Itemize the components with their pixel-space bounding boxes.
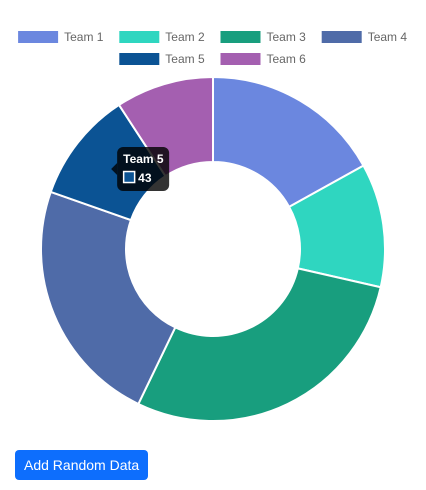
doughnut-chart: Team 1 Team 2 Team 3 Team 4 Team 5 Team 6 Team…	[18, 30, 407, 422]
legend-swatch	[220, 31, 261, 43]
legend-item-team-1[interactable]: Team 1	[18, 30, 104, 44]
legend-label: Team 4	[368, 30, 408, 44]
legend-label: Team 6	[267, 52, 307, 66]
legend-label: Team 2	[165, 30, 205, 44]
legend-item-team-4[interactable]: Team 4	[321, 30, 408, 44]
legend-swatch	[119, 31, 160, 43]
slice-team-6[interactable]	[117, 75, 214, 178]
legend-swatch	[220, 53, 261, 65]
slice-team-1[interactable]	[212, 75, 365, 209]
doughnut-slices	[40, 75, 386, 422]
legend-label: Team 3	[267, 30, 307, 44]
tooltip-swatch	[122, 170, 136, 184]
legend-label: Team 1	[64, 30, 104, 44]
legend-swatch	[18, 31, 59, 43]
tooltip: Team 5 43	[111, 147, 170, 192]
tooltip-title: Team 5	[123, 152, 164, 166]
tooltip-value: 43	[138, 171, 152, 185]
tooltip-caret	[111, 163, 118, 176]
legend-item-team-6[interactable]: Team 6	[220, 52, 307, 66]
legend-item-team-2[interactable]: Team 2	[119, 30, 205, 44]
legend-swatch	[119, 53, 160, 65]
slice-team-4[interactable]	[40, 190, 177, 406]
legend-swatch	[321, 31, 362, 43]
legend-label: Team 5	[165, 52, 205, 66]
slice-team-3[interactable]	[137, 267, 382, 422]
legend-item-team-3[interactable]: Team 3	[220, 30, 307, 44]
add-random-data-button[interactable]: Add Random Data	[15, 450, 149, 480]
legend: Team 1 Team 2 Team 3 Team 4 Team 5 Team 6	[18, 30, 407, 66]
legend-item-team-5[interactable]: Team 5	[119, 52, 205, 66]
